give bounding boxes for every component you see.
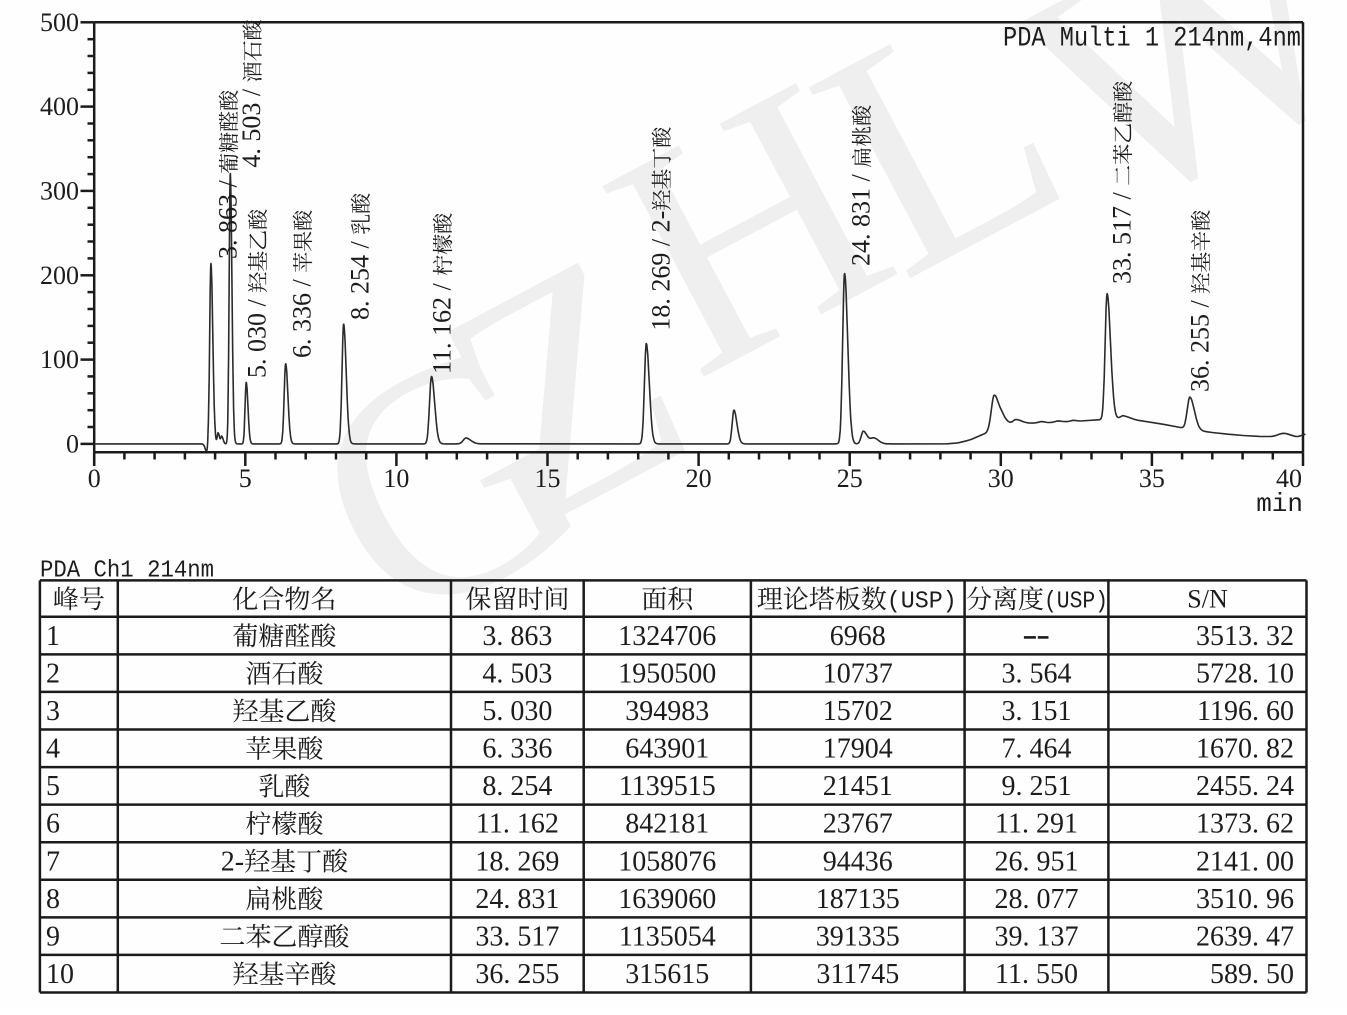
svg-text:311745: 311745: [816, 959, 899, 990]
svg-text:36. 255: 36. 255: [475, 959, 559, 990]
svg-text:33. 517 /: 33. 517 /: [1108, 186, 1137, 284]
svg-text:1139515: 1139515: [619, 771, 716, 802]
svg-text:40: 40: [1276, 464, 1302, 493]
svg-text:3. 863 /: 3. 863 /: [214, 174, 243, 259]
svg-text:1058076: 1058076: [618, 846, 716, 877]
svg-text:6. 336: 6. 336: [482, 734, 552, 765]
svg-text:2141. 00: 2141. 00: [1196, 846, 1294, 877]
svg-text:5. 030 /: 5. 030 /: [243, 293, 272, 378]
svg-text:1135054: 1135054: [619, 921, 716, 952]
svg-text:21451: 21451: [823, 771, 893, 802]
svg-text:5: 5: [239, 464, 252, 493]
svg-text:6968: 6968: [830, 621, 886, 652]
svg-text:17904: 17904: [823, 734, 893, 765]
svg-text:5: 5: [46, 771, 60, 802]
svg-text:400: 400: [40, 92, 79, 121]
svg-text:187135: 187135: [816, 884, 900, 915]
svg-text:(USP): (USP): [887, 589, 957, 616]
svg-text:4. 503: 4. 503: [482, 659, 552, 690]
svg-text:18. 269 / 2-: 18. 269 / 2-: [646, 211, 675, 331]
svg-text:39. 137: 39. 137: [995, 921, 1079, 952]
svg-text:500: 500: [40, 8, 79, 37]
svg-text:3513. 32: 3513. 32: [1196, 621, 1294, 652]
svg-text:8: 8: [46, 884, 60, 915]
svg-text:842181: 842181: [625, 809, 709, 840]
svg-text:min: min: [1256, 489, 1303, 519]
svg-text:6. 336 /: 6. 336 /: [288, 273, 317, 358]
svg-text:200: 200: [40, 261, 79, 290]
svg-text:1670. 82: 1670. 82: [1196, 734, 1294, 765]
svg-text:643901: 643901: [625, 734, 709, 765]
svg-text:26. 951: 26. 951: [995, 846, 1079, 877]
svg-text:2455. 24: 2455. 24: [1196, 771, 1294, 802]
svg-text:11. 291: 11. 291: [995, 809, 1078, 840]
svg-text:94436: 94436: [823, 846, 893, 877]
svg-text:5. 030: 5. 030: [482, 696, 552, 727]
svg-text:28. 077: 28. 077: [995, 884, 1079, 915]
svg-text:(USP): (USP): [1044, 589, 1108, 616]
svg-text:3. 564: 3. 564: [1002, 659, 1072, 690]
svg-text:33. 517: 33. 517: [475, 921, 559, 952]
svg-text:18. 269: 18. 269: [475, 846, 559, 877]
svg-text:1950500: 1950500: [618, 659, 716, 690]
svg-text:9. 251: 9. 251: [1002, 771, 1072, 802]
svg-text:8. 254: 8. 254: [482, 771, 552, 802]
svg-text:35: 35: [1139, 464, 1165, 493]
svg-text:3. 151: 3. 151: [1002, 696, 1072, 727]
svg-text:24. 831: 24. 831: [475, 884, 559, 915]
svg-text:2: 2: [46, 659, 60, 690]
svg-text:8. 254 /: 8. 254 /: [346, 235, 375, 320]
svg-text:S/N: S/N: [1187, 585, 1228, 614]
svg-text:7. 464: 7. 464: [1002, 734, 1072, 765]
svg-text:20: 20: [686, 464, 712, 493]
svg-text:1324706: 1324706: [618, 621, 716, 652]
svg-text:1639060: 1639060: [618, 884, 716, 915]
svg-text:24. 831 /: 24. 831 /: [847, 168, 876, 266]
svg-text:2639. 47: 2639. 47: [1196, 921, 1294, 952]
svg-text:11. 162: 11. 162: [476, 809, 559, 840]
svg-text:9: 9: [46, 921, 60, 952]
svg-text:0: 0: [88, 464, 101, 493]
svg-text:6: 6: [46, 809, 60, 840]
svg-text:10: 10: [383, 464, 409, 493]
svg-text:25: 25: [837, 464, 863, 493]
svg-text:300: 300: [40, 177, 79, 206]
svg-text:1: 1: [46, 621, 60, 652]
svg-text:15: 15: [535, 464, 561, 493]
svg-text:23767: 23767: [823, 809, 893, 840]
svg-text:3510. 96: 3510. 96: [1196, 884, 1294, 915]
svg-text:30: 30: [988, 464, 1014, 493]
svg-text:2-: 2-: [221, 846, 244, 877]
svg-text:394983: 394983: [625, 696, 709, 727]
svg-text:5728. 10: 5728. 10: [1196, 659, 1294, 690]
svg-text:4: 4: [46, 734, 60, 765]
svg-text:391335: 391335: [816, 921, 900, 952]
svg-text:4. 503 /: 4. 503 /: [237, 82, 266, 167]
svg-text:3: 3: [46, 696, 60, 727]
svg-text:11. 162 /: 11. 162 /: [428, 277, 457, 374]
svg-text:0: 0: [66, 430, 79, 459]
svg-text:100: 100: [40, 345, 79, 374]
svg-text:PDA Multi 1 214nm,4nm: PDA Multi 1 214nm,4nm: [1003, 23, 1301, 54]
svg-text:10737: 10737: [823, 659, 893, 690]
svg-text:3. 863: 3. 863: [482, 621, 552, 652]
svg-text:315615: 315615: [625, 959, 709, 990]
svg-text:1373. 62: 1373. 62: [1196, 809, 1294, 840]
svg-text:7: 7: [46, 846, 60, 877]
svg-text:589. 50: 589. 50: [1210, 959, 1294, 990]
svg-text:11. 550: 11. 550: [995, 959, 1078, 990]
svg-text:10: 10: [46, 959, 74, 990]
svg-text:36. 255 /: 36. 255 /: [1186, 294, 1215, 392]
svg-text:15702: 15702: [823, 696, 893, 727]
svg-text:1196. 60: 1196. 60: [1197, 696, 1294, 727]
